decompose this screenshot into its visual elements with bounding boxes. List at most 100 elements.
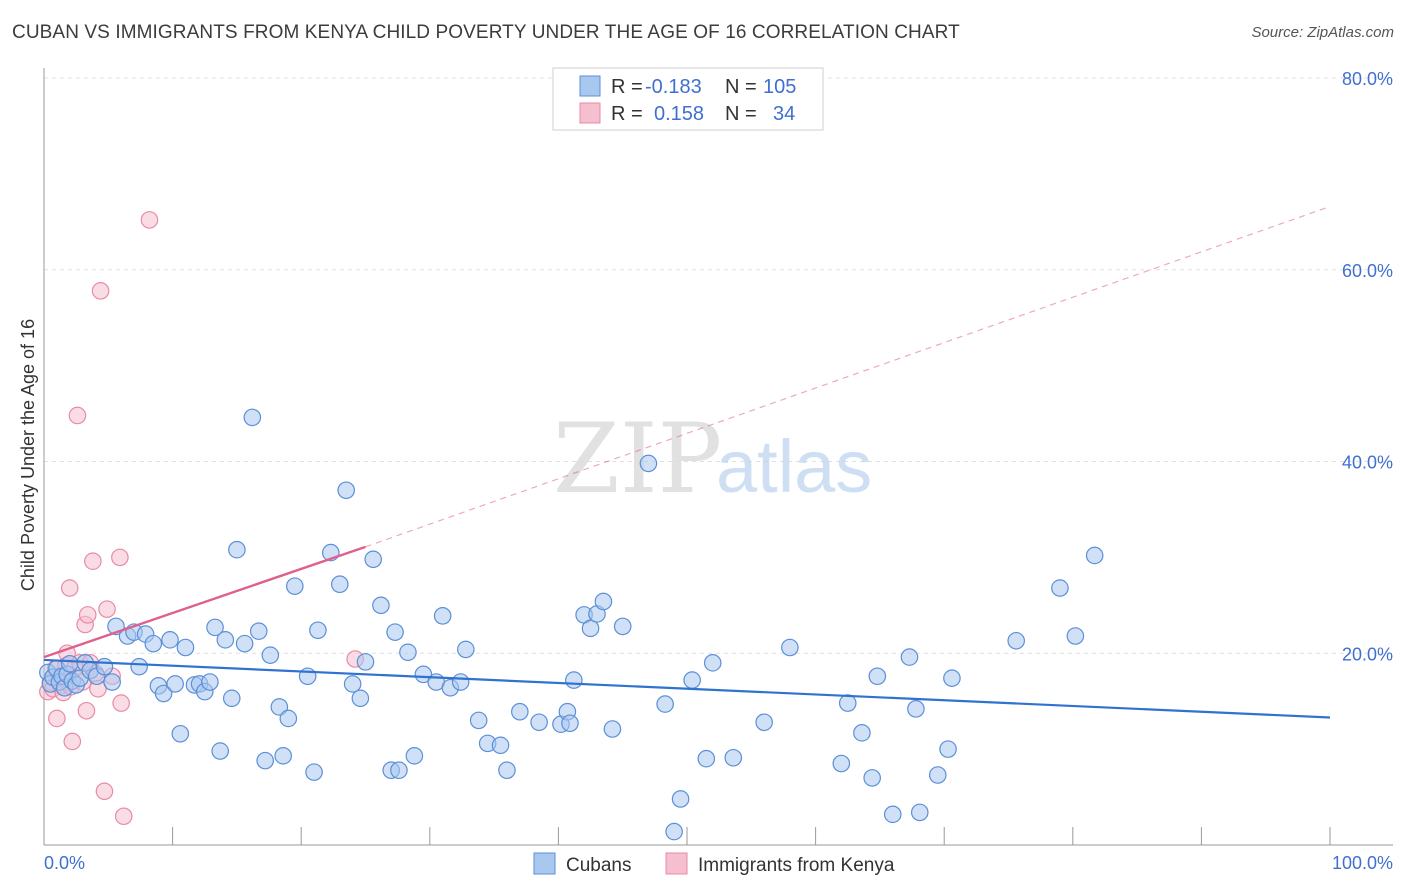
x-tick-label-min: 0.0% [44, 853, 85, 873]
cubans-point [433, 607, 452, 625]
cubans-point [900, 648, 919, 666]
cubans-point [399, 643, 417, 662]
cubans-point [565, 671, 583, 689]
kenya-point [77, 701, 96, 720]
cubans-point [781, 638, 799, 657]
kenya-point [98, 600, 116, 618]
cubans-point [868, 667, 887, 686]
kenya-point [140, 211, 159, 229]
cubans-point [414, 665, 433, 684]
cubans-point [364, 550, 383, 569]
cubans-point [907, 700, 925, 718]
kenya-points [39, 211, 365, 826]
kenya-point [84, 552, 102, 571]
cubans-point [832, 754, 851, 773]
x-tick-label-max: 100.0% [1332, 853, 1393, 873]
cubans-point [883, 805, 902, 824]
cubans-point [211, 742, 229, 760]
cubans-point [144, 634, 163, 653]
cubans-point [405, 747, 424, 765]
bottom-legend-swatch-kenya [665, 852, 688, 875]
kenya-point [114, 807, 133, 826]
bottom-legend: Cubans Immigrants from Kenya [533, 852, 895, 876]
kenya-point [112, 694, 130, 712]
cubans-point [498, 761, 516, 780]
cubans-point [249, 622, 268, 640]
kenya-point [78, 606, 97, 624]
cubans-point [943, 669, 961, 687]
chart-title: CUBAN VS IMMIGRANTS FROM KENYA CHILD POV… [12, 22, 960, 43]
cubans-point [274, 747, 292, 765]
watermark-zip: ZIP [553, 403, 722, 515]
cubans-point [216, 631, 235, 649]
cubans-point [1066, 627, 1085, 645]
cubans-point [910, 803, 929, 822]
cubans-point [386, 623, 404, 641]
cubans-point [838, 694, 857, 712]
cubans-point [337, 481, 356, 500]
y-axis-title: Child Poverty Under the Age of 16 [18, 319, 38, 591]
legend-r-label-cubans: R = [611, 76, 643, 98]
legend-n-value-cubans: 105 [763, 76, 796, 98]
cubans-point [206, 618, 224, 637]
kenya-point [68, 406, 87, 425]
y-tick-label-40: 40.0% [1342, 453, 1393, 473]
legend-swatch-kenya [579, 102, 601, 124]
cubans-point [703, 654, 722, 672]
cubans-point [372, 596, 390, 615]
kenya-point [111, 548, 129, 567]
kenya-point [95, 782, 114, 801]
cubans-point [863, 769, 881, 787]
cubans-point [309, 621, 327, 640]
kenya-trend-extension [365, 205, 1331, 548]
y-tick-label-60: 60.0% [1342, 261, 1393, 281]
cubans-point [530, 713, 548, 732]
legend-swatch-cubans [579, 75, 601, 97]
kenya-trend-line [43, 545, 366, 659]
watermark-atlas: atlas [716, 425, 872, 508]
cubans-point [243, 408, 262, 427]
cubans-point [457, 640, 475, 659]
cubans-point [613, 617, 632, 636]
x-axis-ticks [43, 827, 1331, 845]
cubans-trend-line [43, 658, 1331, 719]
cubans-point [330, 575, 349, 594]
cubans-point [390, 761, 408, 780]
cubans-point [511, 702, 529, 721]
legend-n-value-kenya: 34 [773, 103, 795, 125]
kenya-point [60, 579, 79, 597]
cubans-point [279, 709, 298, 728]
cubans-point [491, 736, 510, 755]
cubans-point [228, 540, 246, 559]
legend-r-value-cubans: -0.183 [645, 76, 702, 98]
cubans-point [1051, 579, 1069, 597]
cubans-point [665, 822, 683, 841]
cubans-point [154, 684, 173, 703]
cubans-point [469, 711, 488, 730]
cubans-point [671, 790, 690, 808]
bottom-legend-label-kenya: Immigrants from Kenya [698, 855, 895, 876]
cubans-point [261, 646, 280, 664]
cubans-point [853, 724, 871, 742]
y-tick-label-80: 80.0% [1342, 69, 1393, 89]
cubans-point [171, 724, 190, 743]
cubans-point [166, 675, 184, 693]
cubans-point [594, 592, 613, 611]
cubans-point [1007, 631, 1026, 650]
cubans-point [603, 720, 622, 738]
y-tick-labels: 20.0% 40.0% 60.0% 80.0% [1342, 69, 1393, 664]
cubans-point [1085, 546, 1104, 565]
cubans-point [939, 740, 957, 758]
cubans-point [697, 749, 716, 768]
kenya-point [63, 732, 82, 751]
cubans-point [176, 638, 195, 657]
legend-n-label-cubans: N = [725, 76, 757, 98]
cubans-point [235, 634, 254, 653]
cubans-point [656, 695, 674, 713]
watermark: ZIP atlas [553, 403, 872, 515]
cubans-point [285, 577, 304, 595]
gridlines [44, 77, 1393, 654]
cubans-point [201, 673, 219, 691]
cubans-point [305, 763, 323, 781]
